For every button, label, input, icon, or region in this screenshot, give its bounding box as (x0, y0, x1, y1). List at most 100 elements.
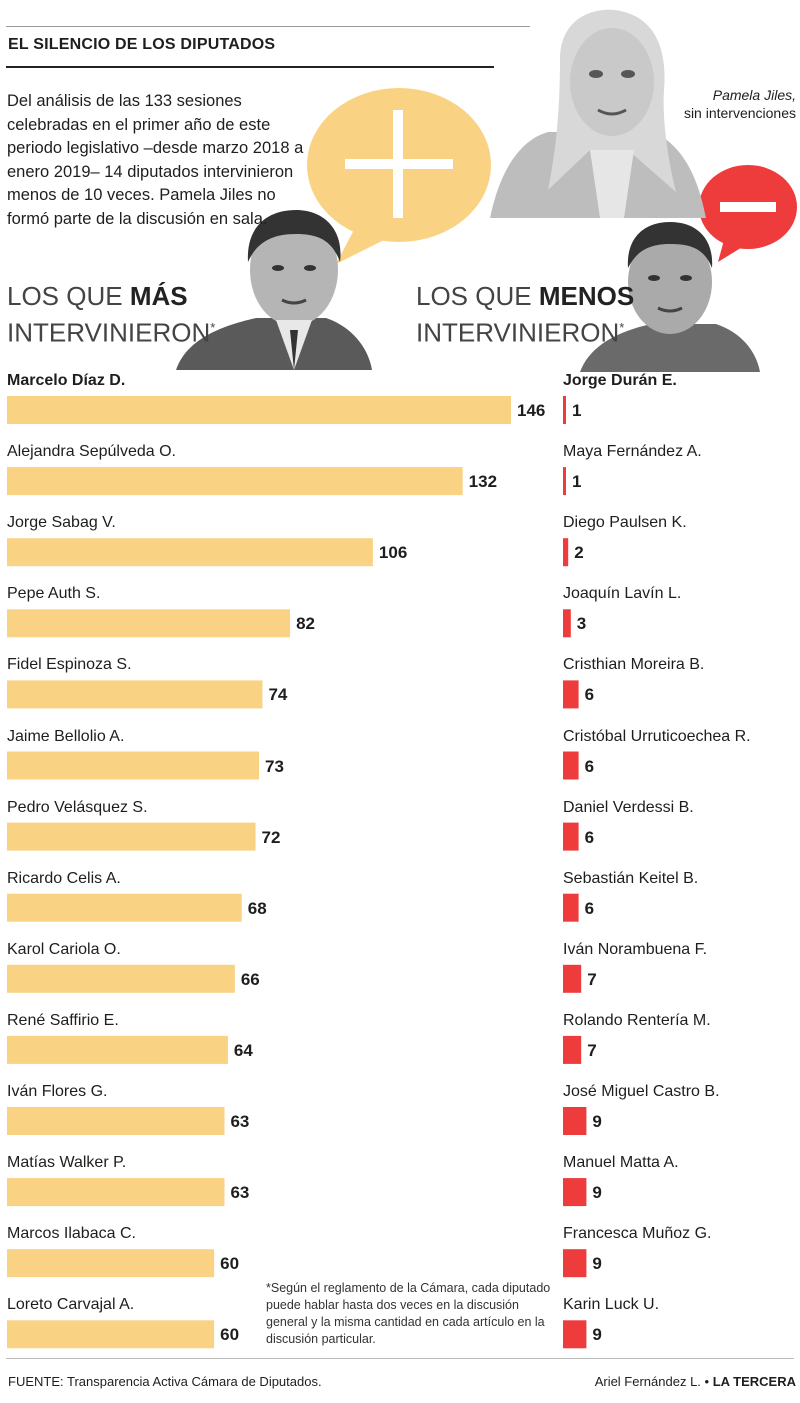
most-value-label: 82 (296, 614, 315, 634)
least-value-label: 9 (592, 1112, 602, 1131)
most-bar (7, 751, 259, 780)
least-value-label: 6 (584, 898, 595, 918)
most-value-label: 68 (247, 898, 267, 918)
least-bar (563, 1178, 587, 1207)
most-value-label: 63 (230, 1183, 250, 1203)
most-bar (7, 1249, 215, 1278)
source-note: FUENTE: Transparencia Activa Cámara de D… (8, 1374, 322, 1389)
most-bar (7, 1178, 225, 1207)
least-bar (563, 467, 566, 496)
most-value-label: 63 (230, 1112, 250, 1131)
least-value-label: 9 (592, 1183, 602, 1203)
most-name-label: Loreto Carvajal A. (7, 1296, 135, 1314)
credit-author: Ariel Fernández L. • (594, 1374, 710, 1389)
most-bar (7, 467, 463, 496)
photo-caption-note: sin intervenciones (683, 105, 796, 121)
most-value-label: 64 (233, 1040, 253, 1060)
most-value-label: 73 (265, 756, 284, 776)
most-name-label: Alejandra Sepúlveda O. (7, 443, 176, 461)
least-name-label: Manuel Matta A. (563, 1154, 679, 1172)
least-bar (563, 1035, 582, 1064)
credit: Ariel Fernández L. • LA TERCERA (595, 1374, 796, 1389)
least-name-label: Sebastián Keitel B. (563, 869, 699, 887)
portrait-man-left (176, 210, 372, 370)
least-bar (563, 538, 569, 567)
least-value-label: 3 (576, 614, 587, 634)
portrait-man-right (580, 222, 760, 372)
least-value-label: 6 (584, 756, 595, 776)
page-title: EL SILENCIO DE LOS DIPUTADOS (8, 36, 276, 53)
intro-text: Del análisis de las 133 sesiones celebra… (7, 92, 304, 228)
least-bar (563, 822, 579, 851)
most-bar (7, 964, 235, 993)
least-value-label: 9 (592, 1325, 602, 1345)
least-name-label: Jorge Durán E. (563, 372, 677, 389)
most-name-label: Pedro Velásquez S. (7, 798, 148, 816)
least-value-label: 2 (574, 543, 584, 563)
least-name-label: Cristhian Moreira B. (563, 656, 705, 674)
most-value-label: 60 (220, 1325, 240, 1345)
most-value-label: 72 (261, 827, 281, 847)
photo-caption: Pamela Jiles, sin intervenciones (684, 86, 796, 122)
least-bar (563, 680, 579, 709)
least-name-label: Daniel Verdessi B. (563, 798, 694, 816)
photo-caption-name: Pamela Jiles, (712, 87, 796, 103)
most-bar (7, 822, 256, 851)
most-value-label: 74 (268, 685, 288, 705)
most-bar (7, 396, 511, 424)
most-bar (7, 893, 242, 922)
least-heading-emph: MENOS (538, 281, 635, 311)
most-chart (7, 396, 511, 1349)
most-name-label: Matías Walker P. (7, 1154, 127, 1172)
most-bar (7, 1107, 225, 1135)
most-heading-emph: MÁS (129, 281, 188, 311)
least-value-label: 9 (592, 1254, 602, 1274)
least-bar (563, 1320, 587, 1349)
most-name-label: Jorge Sabag V. (7, 514, 116, 532)
least-bar (563, 893, 579, 922)
title-rule (6, 66, 494, 68)
least-heading: LOS QUE MENOS INTERVINIERON* (416, 280, 634, 349)
least-value-label: 7 (587, 969, 597, 989)
most-bar (7, 680, 263, 709)
portrait-woman (490, 9, 706, 218)
most-heading-prefix: LOS QUE (7, 281, 130, 311)
most-heading-line2: INTERVINIERON (7, 317, 211, 348)
most-name-label: René Saffirio E. (7, 1011, 119, 1029)
least-bar (563, 609, 571, 638)
least-bar (563, 396, 566, 424)
least-name-label: José Miguel Castro B. (563, 1083, 720, 1100)
least-name-label: Iván Norambuena F. (563, 940, 708, 958)
most-heading: LOS QUE MÁS INTERVINIERON* (7, 280, 215, 349)
most-name-label: Fidel Espinoza S. (7, 656, 132, 674)
most-bar (7, 538, 373, 567)
least-name-label: Cristóbal Urruticoechea R. (563, 727, 751, 745)
least-name-label: Rolando Rentería M. (563, 1011, 711, 1029)
least-value-label: 6 (584, 685, 595, 705)
least-name-label: Maya Fernández A. (563, 443, 702, 461)
least-name-label: Joaquín Lavín L. (563, 585, 682, 603)
most-value-label: 132 (468, 472, 498, 492)
most-name-label: Jaime Bellolio A. (7, 727, 125, 745)
most-bar (7, 1320, 215, 1349)
most-name-label: Marcelo Díaz D. (7, 372, 126, 389)
least-name-label: Diego Paulsen K. (563, 514, 687, 532)
least-name-label: Karin Luck U. (563, 1296, 660, 1314)
most-value-label: 106 (378, 543, 408, 563)
most-name-label: Ricardo Celis A. (7, 869, 121, 887)
least-value-label: 7 (587, 1040, 597, 1060)
least-value-label: 6 (584, 827, 595, 847)
most-value-label: 66 (240, 969, 260, 989)
footnote: *Según el reglamento de la Cámara, cada … (266, 1281, 551, 1346)
most-name-label: Pepe Auth S. (7, 585, 101, 603)
most-name-label: Iván Flores G. (7, 1083, 108, 1100)
least-bar (563, 1107, 587, 1135)
least-chart (563, 396, 587, 1349)
plus-bubble-icon (307, 88, 491, 264)
most-value-label: 146 (517, 401, 546, 420)
most-name-label: Marcos Ilabaca C. (7, 1225, 136, 1243)
least-name-label: Francesca Muñoz G. (563, 1225, 712, 1243)
least-value-label: 1 (572, 472, 582, 492)
